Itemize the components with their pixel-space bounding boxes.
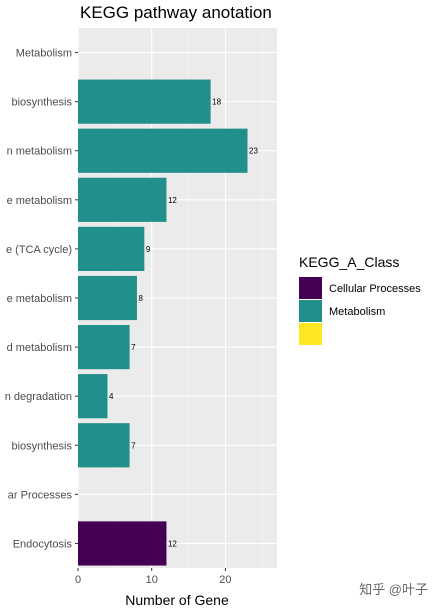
legend-swatch <box>299 277 322 299</box>
watermark: 知乎 @叶子 <box>359 582 428 597</box>
bar <box>78 226 145 271</box>
bar <box>78 325 130 370</box>
y-tick-label: biosynthesis <box>11 440 72 452</box>
bar-value-label: 12 <box>168 196 177 205</box>
y-tick-label: biosynthesis <box>11 97 72 109</box>
y-tick-label: e metabolism <box>7 195 72 207</box>
legend-label: Cellular Processes <box>329 283 421 295</box>
bar <box>78 374 108 419</box>
bar-value-label: 23 <box>249 147 258 156</box>
bar-value-label: 4 <box>109 392 114 401</box>
legend: KEGG_A_Class Cellular Processes Metabolis… <box>299 254 421 345</box>
bar-value-label: 12 <box>168 539 177 548</box>
bar <box>78 79 211 124</box>
legend-swatch <box>299 323 322 345</box>
x-axis-title: Number of Gene <box>125 592 229 608</box>
y-tick-label: Endocytosis <box>13 538 73 550</box>
x-tick-label: 0 <box>75 574 81 586</box>
bar <box>78 177 167 222</box>
bar <box>78 423 130 468</box>
y-tick-label: e (TCA cycle) <box>6 244 72 256</box>
legend-swatch <box>299 300 322 322</box>
bar-value-label: 7 <box>131 343 136 352</box>
bar-value-label: 7 <box>131 441 136 450</box>
x-tick-label: 20 <box>219 574 231 586</box>
bar-value-label: 18 <box>212 98 221 107</box>
y-tick-label: e metabolism <box>7 293 72 305</box>
y-tick-label: n degradation <box>5 391 72 403</box>
legend-title: KEGG_A_Class <box>299 254 399 270</box>
x-axis: 0 10 20 <box>75 568 232 586</box>
bar <box>78 275 137 321</box>
bar <box>78 128 248 173</box>
legend-label: Metabolism <box>329 306 385 318</box>
bar <box>78 521 167 566</box>
y-axis-labels: Metabolism biosynthesis n metabolism e meta… <box>5 48 78 550</box>
y-tick-label: d metabolism <box>7 342 72 354</box>
y-tick-label: ar Processes <box>8 489 73 501</box>
x-tick-label: 10 <box>146 574 158 586</box>
chart-title: KEGG pathway anotation <box>80 3 272 22</box>
bar-value-label: 9 <box>146 245 151 254</box>
bar-value-label: 8 <box>138 294 143 303</box>
y-tick-label: n metabolism <box>7 146 72 158</box>
y-tick-label: Metabolism <box>16 48 72 60</box>
bars: 18 23 12 9 8 7 4 7 12 <box>78 79 258 566</box>
